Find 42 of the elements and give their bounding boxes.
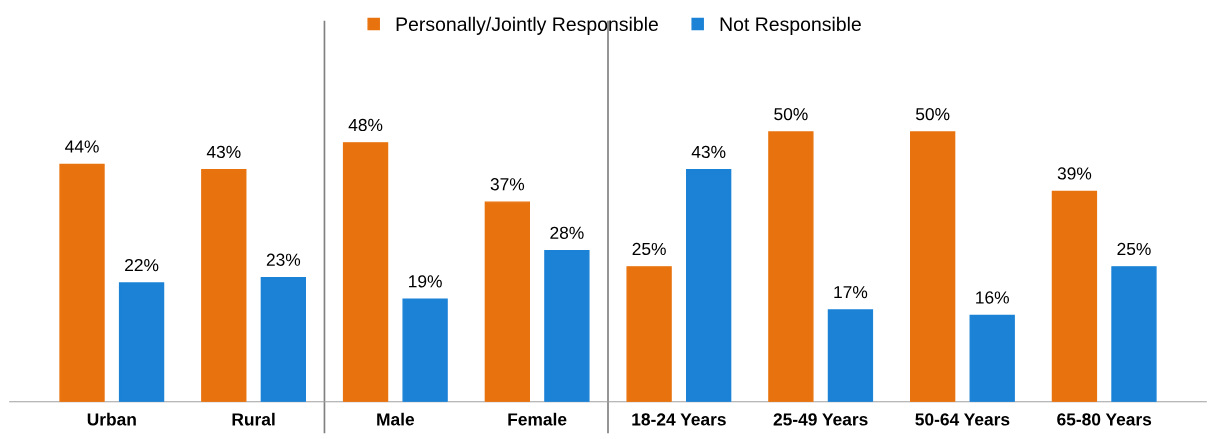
data-label: 28%: [550, 226, 584, 239]
bar: [969, 314, 1015, 402]
bar: [118, 282, 165, 402]
data-label: 17%: [834, 286, 868, 299]
data-label: 19%: [409, 275, 442, 288]
data-label: 44%: [65, 140, 99, 153]
data-label: 39%: [1057, 167, 1092, 180]
data-label: 16%: [976, 291, 1009, 304]
data-label: 43%: [691, 145, 726, 159]
x-tick-label: 25-49 Years: [773, 413, 868, 426]
bar: [201, 169, 247, 402]
bar: [685, 169, 732, 402]
x-tick-label: Rural: [232, 412, 275, 426]
bar: [768, 131, 814, 402]
x-tick-label: Urban: [87, 412, 136, 426]
bar: [544, 250, 590, 402]
data-label: 37%: [490, 178, 525, 191]
data-label: 43%: [206, 145, 241, 159]
bar: [342, 142, 389, 402]
data-label: 23%: [266, 253, 301, 266]
legend-label: Personally/Jointly Responsible: [396, 16, 658, 35]
legend-label: Not Responsible: [720, 16, 861, 35]
data-label: 48%: [348, 118, 383, 132]
bar: [909, 131, 956, 402]
x-tick-label: Male: [377, 412, 415, 426]
bar: [402, 298, 448, 402]
bar: [484, 201, 531, 402]
data-label: 50%: [915, 108, 950, 121]
bar: [626, 266, 672, 402]
x-tick-label: 50-64 Years: [915, 413, 1010, 426]
data-label: 50%: [774, 108, 808, 121]
bar: [59, 163, 105, 402]
x-tick-label: Female: [508, 412, 567, 426]
x-tick-label: 18-24 Years: [632, 413, 726, 426]
bar: [827, 309, 874, 402]
bar: [260, 276, 307, 402]
data-label: 22%: [125, 258, 159, 272]
data-label: 25%: [632, 242, 666, 256]
bar: [1111, 266, 1157, 402]
x-tick-label: 65-80 Years: [1057, 413, 1152, 426]
bar: [1051, 190, 1098, 402]
data-label: 25%: [1117, 242, 1151, 256]
